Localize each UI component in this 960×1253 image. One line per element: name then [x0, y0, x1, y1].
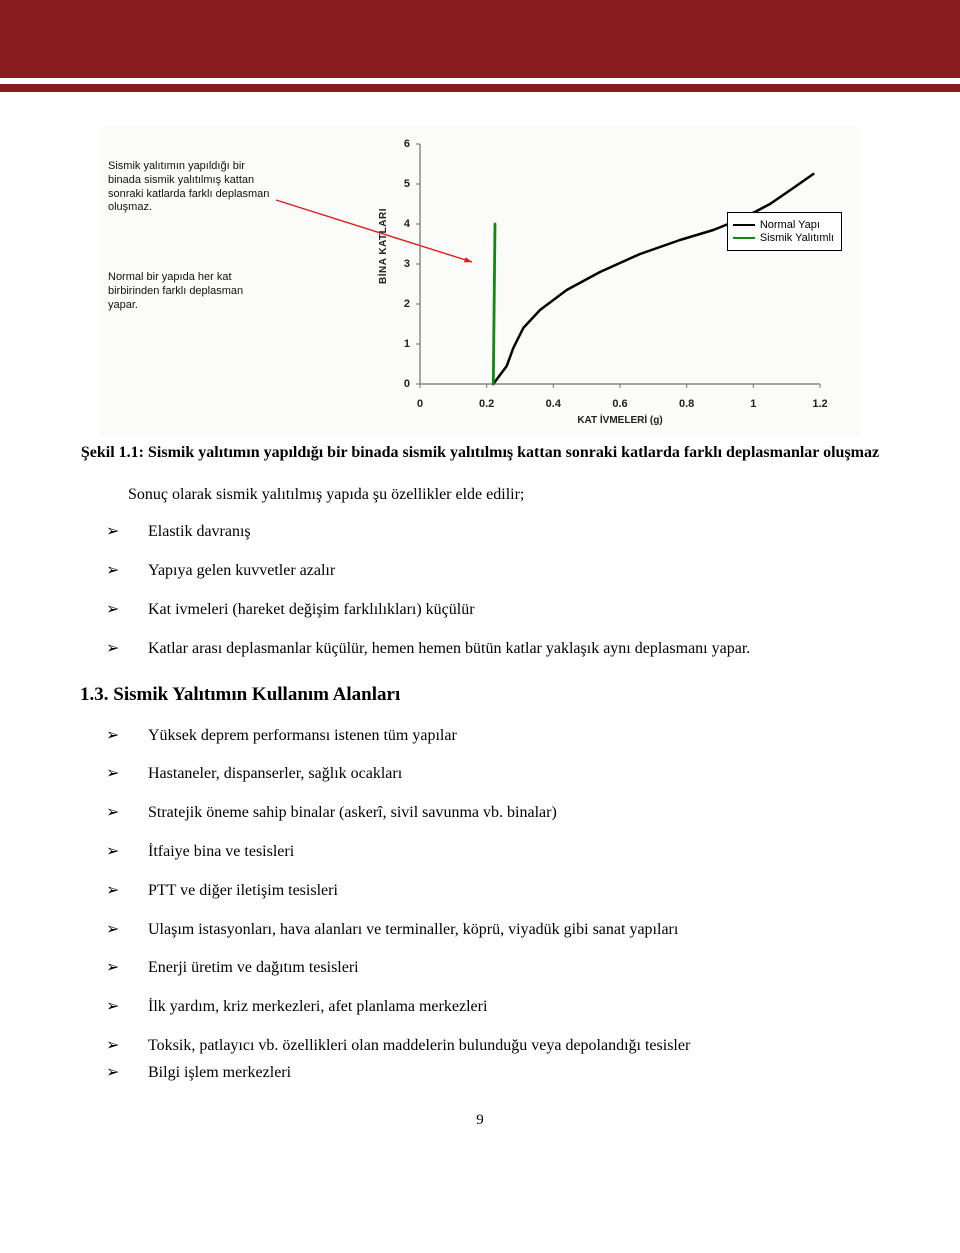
x-tick-label: 0.8 [679, 398, 694, 410]
list-item: Hastaneler, dispanserler, sağlık ocaklar… [106, 762, 880, 787]
chart: BİNA KATLARI KAT İVMELERİ (g) 0123456 00… [400, 134, 840, 424]
figure: Sismik yalıtımın yapıldığı bir binada si… [100, 126, 860, 436]
x-tick-label: 1.2 [812, 398, 827, 410]
list-item: Yapıya gelen kuvvetler azalır [106, 559, 880, 584]
x-tick-label: 0.4 [546, 398, 561, 410]
y-tick-label: 6 [396, 138, 410, 150]
legend-item: Normal Yapı [733, 219, 834, 231]
list-item: Ulaşım istasyonları, hava alanları ve te… [106, 918, 880, 943]
y-tick-label: 5 [396, 178, 410, 190]
legend-item: Sismik Yalıtımlı [733, 232, 834, 244]
page-content: Sismik yalıtımın yapıldığı bir binada si… [0, 92, 960, 1159]
y-tick-label: 1 [396, 338, 410, 350]
legend-label: Sismik Yalıtımlı [760, 232, 834, 244]
y-tick-label: 3 [396, 258, 410, 270]
x-tick-label: 1 [750, 398, 756, 410]
y-tick-label: 0 [396, 378, 410, 390]
legend-swatch [733, 224, 755, 226]
y-tick-label: 2 [396, 298, 410, 310]
y-tick-label: 4 [396, 218, 410, 230]
list-item: PTT ve diğer iletişim tesisleri [106, 879, 880, 904]
figure-caption: Şekil 1.1: Sismik yalıtımın yapıldığı bi… [80, 442, 880, 464]
list-item: Kat ivmeleri (hareket değişim farklılıkl… [106, 598, 880, 623]
chart-svg [400, 134, 840, 424]
list-item: Bilgi işlem merkezleri [106, 1061, 880, 1086]
list-item: İlk yardım, kriz merkezleri, afet planla… [106, 995, 880, 1020]
sub-band [0, 84, 960, 92]
application-list: Yüksek deprem performansı istenen tüm ya… [106, 724, 880, 1086]
figure-annotation-2: Normal bir yapıda her kat birbirinden fa… [108, 271, 273, 312]
figure-annotation-1: Sismik yalıtımın yapıldığı bir binada si… [108, 160, 273, 215]
x-tick-label: 0.6 [612, 398, 627, 410]
x-tick-label: 0.2 [479, 398, 494, 410]
list-item: Stratejik öneme sahip binalar (askerî, s… [106, 801, 880, 826]
list-item: Toksik, patlayıcı vb. özellikleri olan m… [106, 1034, 880, 1059]
y-axis-label: BİNA KATLARI [378, 208, 389, 284]
intro-text: Sonuç olarak sismik yalıtılmış yapıda şu… [128, 486, 880, 504]
chart-legend: Normal Yapı Sismik Yalıtımlı [727, 212, 842, 251]
x-tick-label: 0 [417, 398, 423, 410]
feature-list: Elastik davranış Yapıya gelen kuvvetler a… [106, 520, 880, 661]
list-item: İtfaiye bina ve tesisleri [106, 840, 880, 865]
top-band [0, 0, 960, 78]
legend-label: Normal Yapı [760, 219, 820, 231]
list-item: Elastik davranış [106, 520, 880, 545]
x-axis-label: KAT İVMELERİ (g) [400, 415, 840, 426]
legend-swatch [733, 237, 755, 239]
list-item: Enerji üretim ve dağıtım tesisleri [106, 956, 880, 981]
list-item: Yüksek deprem performansı istenen tüm ya… [106, 724, 880, 749]
section-title: 1.3. Sismik Yalıtımın Kullanım Alanları [80, 684, 880, 706]
list-item: Katlar arası deplasmanlar küçülür, hemen… [106, 637, 880, 662]
page-number: 9 [80, 1112, 880, 1129]
